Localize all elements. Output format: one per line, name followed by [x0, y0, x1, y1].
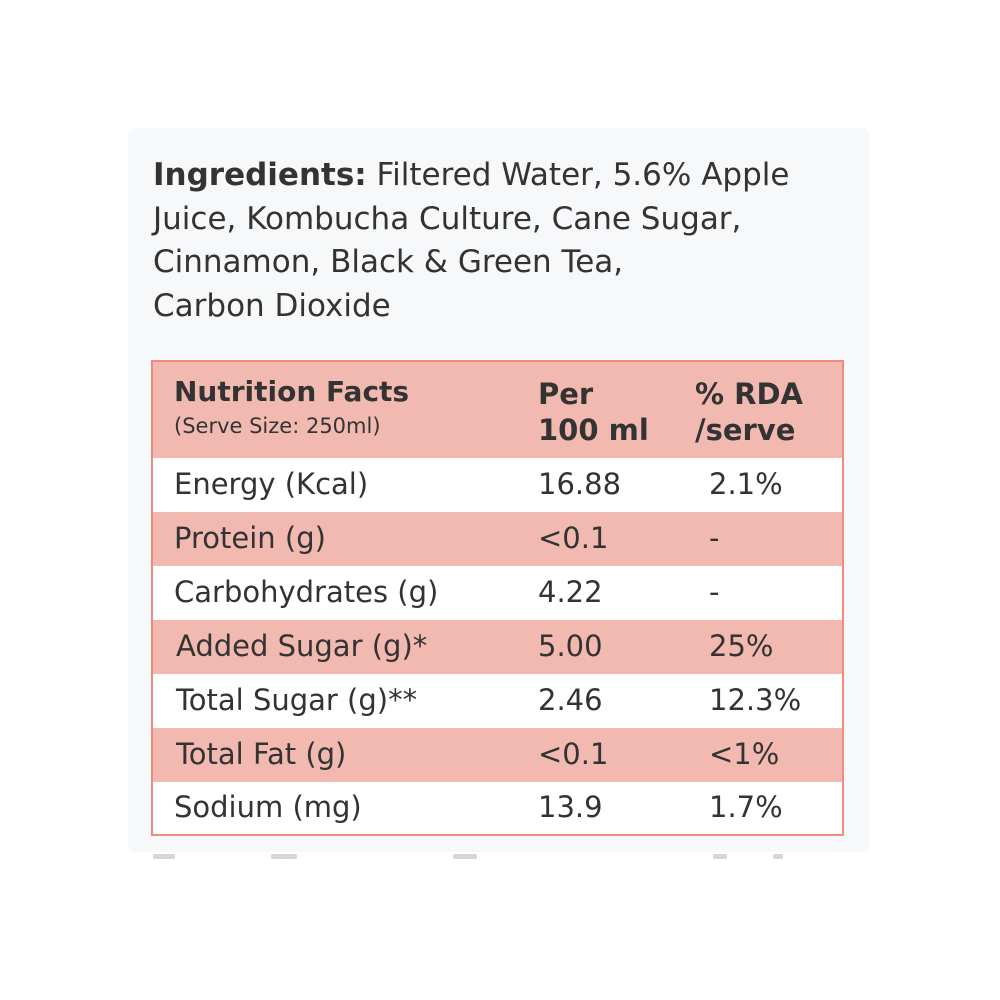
rda-value: 25% [709, 629, 774, 663]
per-100ml-value: <0.1 [538, 521, 609, 555]
nutrient-name: Sodium (mg) [174, 790, 362, 824]
rda-value: 1.7% [709, 790, 783, 824]
serve-size: (Serve Size: 250ml) [174, 414, 381, 438]
nutrient-name: Protein (g) [174, 521, 326, 555]
nutrition-row: Total Sugar (g)** 2.46 12.3% [153, 674, 842, 728]
nutrition-row: Energy (Kcal) 16.88 2.1% [153, 458, 842, 512]
col-header-per-line-1: Per [538, 377, 594, 411]
ingredients-line-4: Carbon Dioxide [153, 287, 391, 324]
cropped-footnote [153, 852, 793, 860]
ingredients-line-2: Juice, Kombucha Culture, Cane Sugar, [153, 200, 742, 237]
nutrition-row: Carbohydrates (g) 4.22 - [153, 566, 842, 620]
nutrition-table: Nutrition Facts (Serve Size: 250ml) Per … [151, 360, 844, 836]
ingredients-line-1: Ingredients: Filtered Water, 5.6% Apple [153, 154, 873, 198]
per-100ml-value: 13.9 [538, 790, 603, 824]
per-100ml-value: 16.88 [538, 467, 622, 501]
per-100ml-value: 2.46 [538, 683, 603, 717]
ingredients-text-1: Filtered Water, 5.6% Apple [376, 157, 790, 193]
rda-value: - [709, 575, 720, 609]
nutrient-name: Carbohydrates (g) [174, 575, 439, 609]
col-header-per: Per 100 ml [538, 376, 649, 448]
col-header-rda: % RDA /serve [695, 376, 803, 448]
nutrient-name: Total Fat (g) [176, 737, 347, 771]
nutrient-name: Energy (Kcal) [174, 467, 369, 501]
nutrient-name: Added Sugar (g)* [176, 629, 428, 663]
nutrition-row: Protein (g) <0.1 - [153, 512, 842, 566]
col-header-rda-line-2: /serve [695, 413, 796, 447]
ingredients-label: Ingredients: [153, 157, 367, 193]
nutrition-row: Total Fat (g) <0.1 <1% [153, 728, 842, 782]
nutrition-title: Nutrition Facts [174, 375, 410, 408]
rda-value: 12.3% [709, 683, 802, 717]
ingredients-block: Ingredients: Filtered Water, 5.6% Apple … [153, 154, 873, 328]
col-header-per-line-2: 100 ml [538, 413, 649, 447]
nutrient-name: Total Sugar (g)** [176, 683, 418, 717]
per-100ml-value: 4.22 [538, 575, 603, 609]
col-header-rda-line-1: % RDA [695, 377, 803, 411]
rda-value: - [709, 521, 720, 555]
per-100ml-value: 5.00 [538, 629, 603, 663]
rda-value: <1% [709, 737, 780, 771]
rda-value: 2.1% [709, 467, 783, 501]
ingredients-line-3: Cinnamon, Black & Green Tea, [153, 244, 624, 280]
per-100ml-value: <0.1 [538, 737, 609, 771]
nutrition-row: Sodium (mg) 13.9 1.7% [153, 782, 842, 834]
nutrition-row: Added Sugar (g)* 5.00 25% [153, 620, 842, 674]
nutrition-header-row: Nutrition Facts (Serve Size: 250ml) Per … [153, 362, 842, 458]
